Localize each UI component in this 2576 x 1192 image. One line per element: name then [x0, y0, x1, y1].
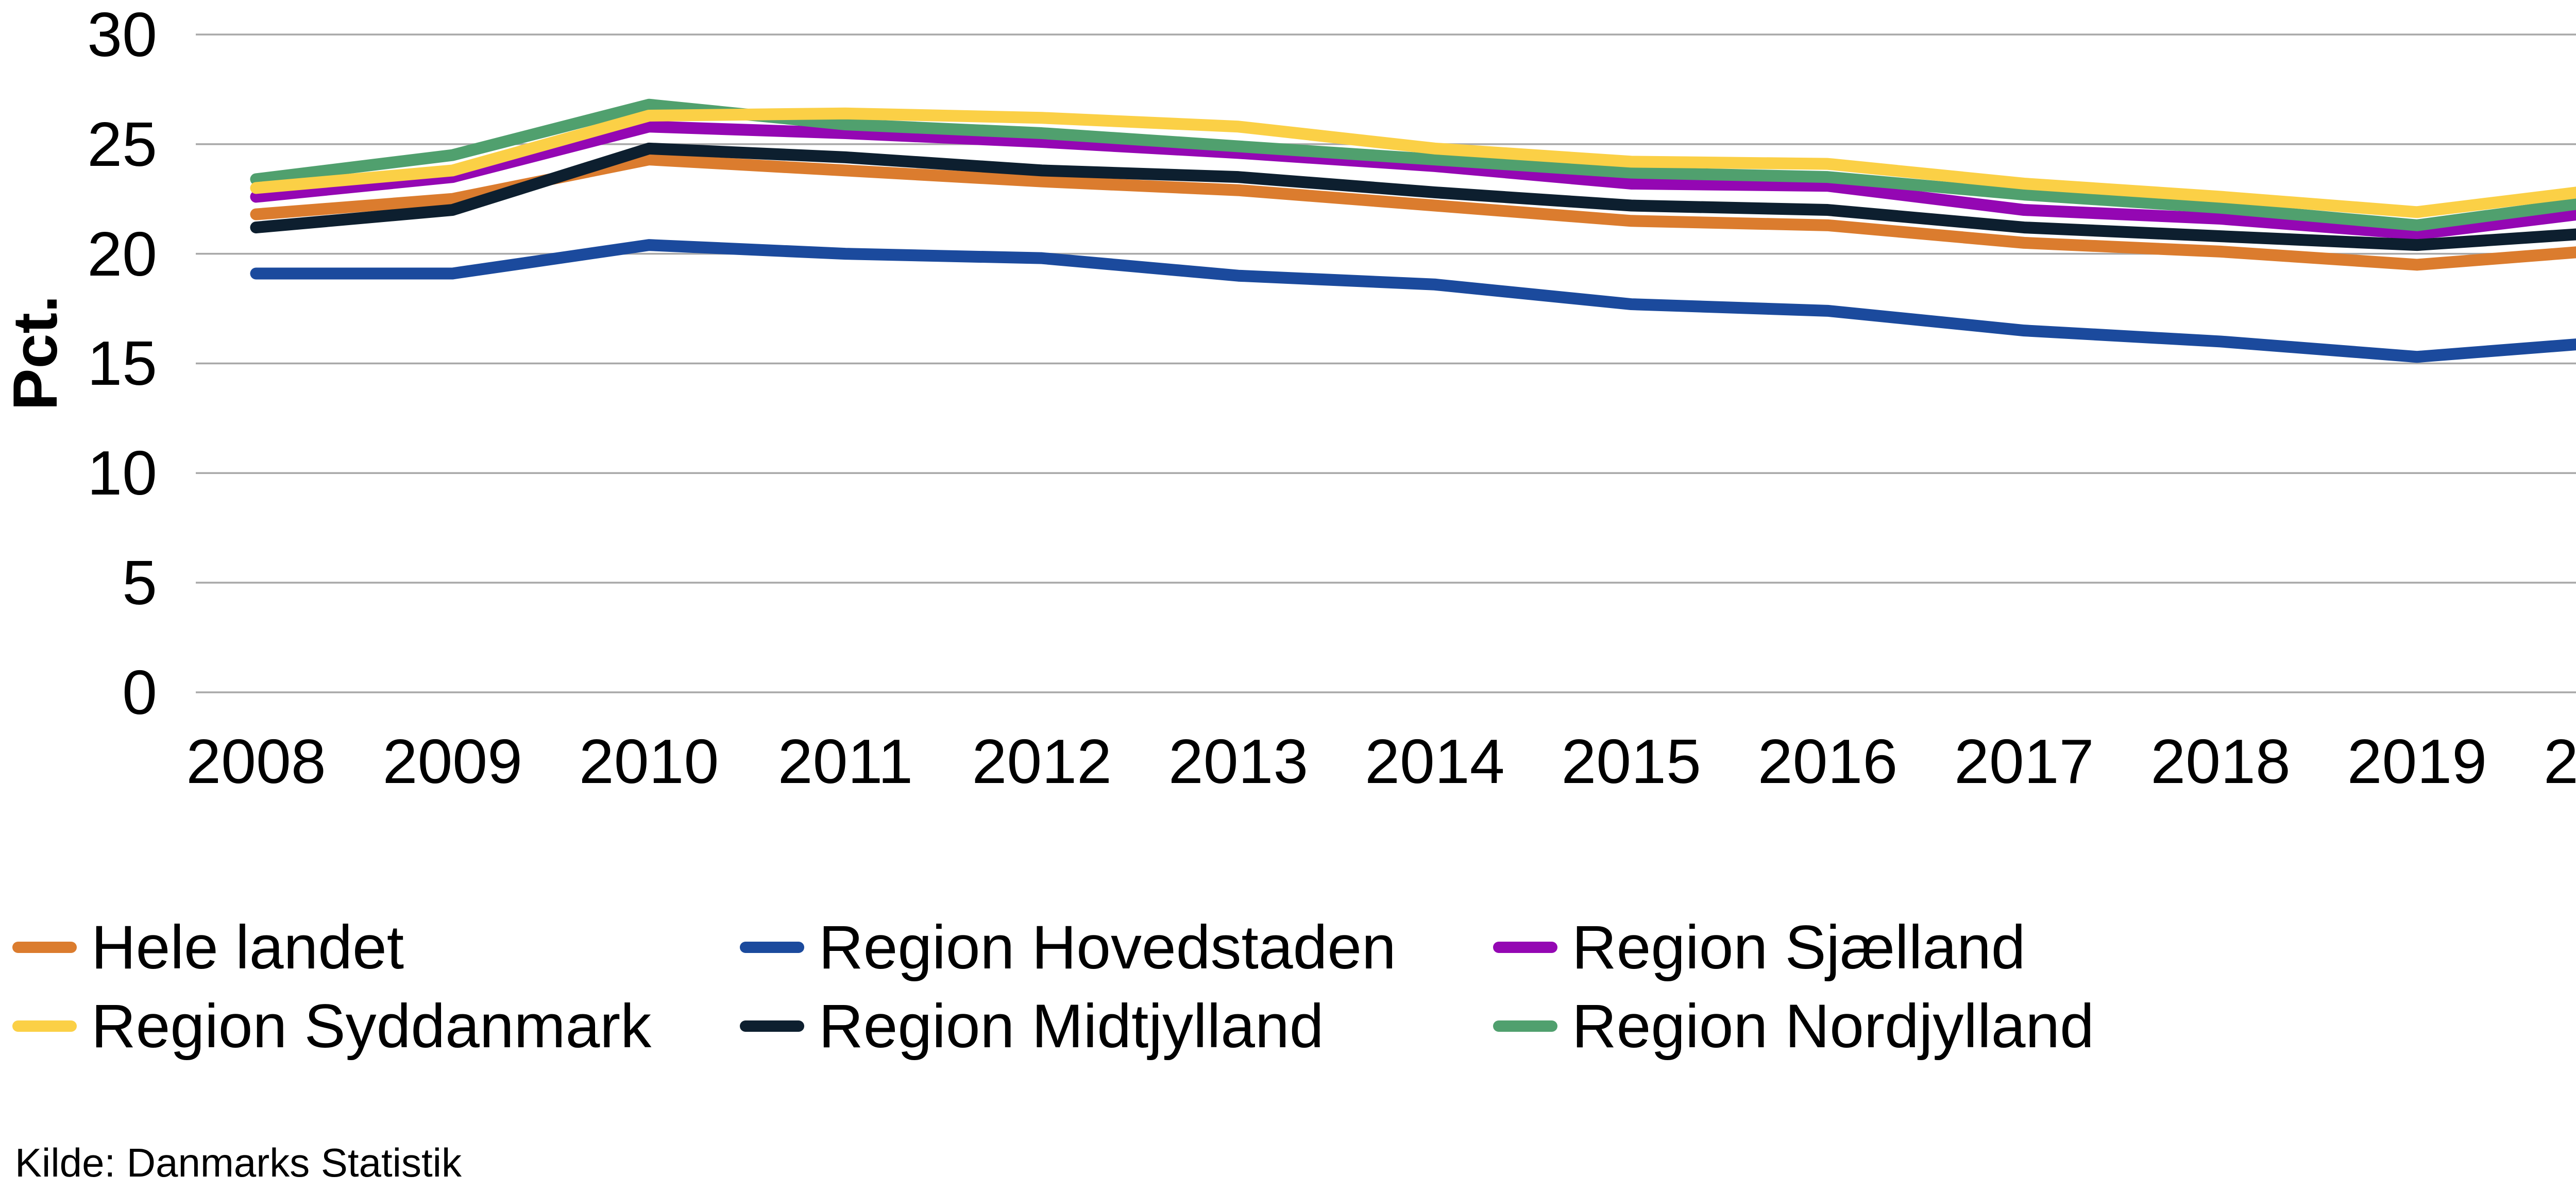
legend-label: Region Syddanmark [91, 992, 652, 1061]
series-line-region-nordjylland [250, 98, 2576, 231]
legend-label: Region Sjælland [1572, 913, 2026, 982]
legend-swatch-icon [1493, 1020, 1557, 1032]
x-tick-label-2011: 2011 [777, 726, 913, 796]
x-tick-label-2012: 2012 [972, 726, 1112, 796]
legend-swatch-icon [740, 1020, 804, 1032]
legend-swatch-icon [12, 942, 77, 953]
x-tick-label-2009: 2009 [382, 726, 522, 796]
x-tick-label-2020: 2020 [2544, 726, 2576, 796]
series-line-region-hovedstaden [250, 239, 2576, 363]
legend-swatch-icon [740, 942, 804, 953]
x-tick-label-2019: 2019 [2347, 726, 2487, 796]
legend-label: Region Nordjylland [1572, 992, 2094, 1061]
series-line-region-syddanmark [250, 107, 2576, 218]
x-tick-label-2017: 2017 [1954, 726, 2094, 796]
legend-swatch-icon [12, 1020, 77, 1032]
legend-label: Hele landet [91, 913, 404, 982]
x-tick-label-2014: 2014 [1365, 726, 1505, 796]
x-tick-label-2010: 2010 [579, 726, 719, 796]
series-line-region-sj-lland [250, 121, 2576, 240]
legend-label: Region Hovedstaden [819, 913, 1396, 982]
source-note: Kilde: Danmarks Statistik [15, 1140, 462, 1185]
x-tick-label-2013: 2013 [1168, 726, 1309, 796]
x-tick-label-2018: 2018 [2150, 726, 2291, 796]
x-tick-label-2016: 2016 [1757, 726, 1898, 796]
series-line-region-midtjylland [250, 142, 2576, 251]
legend-swatch-icon [1493, 942, 1557, 953]
series-lines [250, 98, 2576, 363]
x-tick-label-2015: 2015 [1561, 726, 1701, 796]
series-line-hele-landet [250, 154, 2576, 271]
x-tick-label-2008: 2008 [186, 726, 326, 796]
y-axis-title: Pct. [0, 295, 70, 411]
legend-label: Region Midtjylland [819, 992, 1324, 1061]
